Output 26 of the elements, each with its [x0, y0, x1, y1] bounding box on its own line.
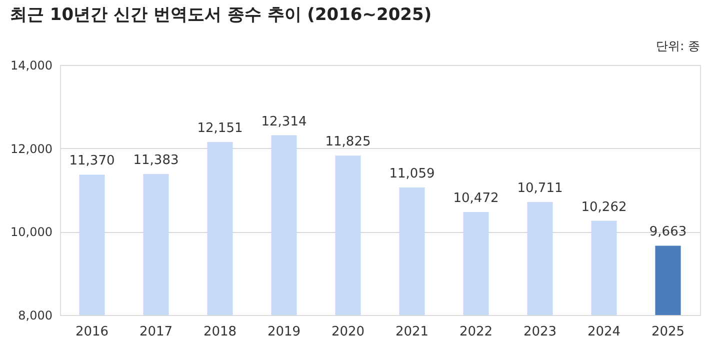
data-label: 11,825	[325, 134, 371, 150]
x-tick-label: 2023	[523, 324, 557, 340]
chart-title: 최근 10년간 신간 번역도서 종수 추이 (2016~2025)	[10, 5, 432, 25]
x-tick-label: 2017	[139, 324, 173, 340]
x-tick-label: 2024	[587, 324, 621, 340]
data-label: 12,314	[261, 114, 307, 130]
x-tick-label: 2019	[267, 324, 301, 340]
data-label: 12,151	[197, 121, 243, 136]
data-label: 10,472	[453, 191, 499, 206]
data-label: 11,370	[69, 154, 115, 169]
data-label: 10,262	[581, 200, 627, 215]
data-label: 11,383	[133, 153, 179, 168]
x-tick-label: 2022	[459, 324, 493, 340]
y-tick-label: 14,000	[10, 58, 52, 72]
y-tick-label: 8,000	[18, 308, 52, 322]
x-tick-label: 2021	[395, 324, 429, 340]
y-tick-label: 12,000	[10, 142, 52, 156]
data-label: 11,059	[389, 166, 435, 182]
x-tick-label: 2020	[331, 324, 365, 340]
text: 단위: 종	[656, 39, 700, 53]
data-label: 10,711	[517, 181, 563, 196]
x-tick-label: 2016	[75, 324, 109, 340]
x-tick-label: 2018	[203, 324, 237, 340]
data-label: 9,663	[649, 224, 687, 240]
y-tick-label: 10,000	[10, 225, 52, 240]
x-tick-label: 2025	[651, 324, 685, 340]
